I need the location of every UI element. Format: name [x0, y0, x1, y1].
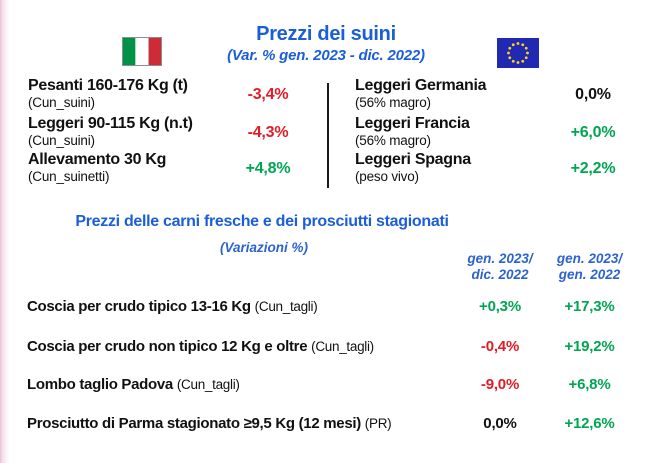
- header-line2: gen. 2022: [558, 267, 621, 282]
- price-label: Leggeri Spagna (peso vivo): [355, 150, 537, 184]
- price-row-germania: Leggeri Germania (56% magro) 0,0%: [355, 76, 649, 113]
- price-name: Pesanti 160-176 Kg (t): [28, 77, 188, 94]
- header-line1: gen. 2023/: [467, 251, 533, 266]
- header-line2: dic. 2022: [471, 267, 529, 282]
- price-variation: -4,3%: [247, 123, 289, 141]
- price-label: Pesanti 160-176 Kg (t) (Cun_suini): [28, 76, 208, 110]
- price-variation: -3,4%: [247, 85, 289, 103]
- product-label: Lombo taglio Padova (Cun_tagli): [27, 375, 440, 394]
- section1-subtitle: (Var. % gen. 2023 - dic. 2022): [227, 47, 425, 64]
- price-name: Leggeri 90-115 Kg (n.t): [28, 115, 193, 132]
- variation-vs-gen22: +12,6%: [564, 415, 615, 432]
- variation-vs-gen22: +19,2%: [564, 338, 615, 355]
- header-line1: gen. 2023/: [556, 251, 623, 266]
- column-header-gen23-dic22: gen. 2023/ dic. 2022: [450, 251, 550, 283]
- product-name: Prosciutto di Parma stagionato ≥9,5 Kg (…: [27, 415, 361, 432]
- column-divider: [327, 83, 329, 188]
- price-source: (Cun_suini): [28, 95, 95, 110]
- price-label: Leggeri Francia (56% magro): [355, 114, 537, 148]
- product-row-coscia-tipico: Coscia per crudo tipico 13-16 Kg (Cun_ta…: [0, 297, 652, 317]
- product-row-coscia-non-tipico: Coscia per crudo non tipico 12 Kg e oltr…: [0, 337, 652, 357]
- variation-vs-dic22: -0,4%: [480, 338, 520, 355]
- product-source: (Cun_tagli): [254, 299, 318, 314]
- price-row-allevamento: Allevamento 30 Kg (Cun_suinetti) +4,8%: [28, 150, 328, 187]
- product-name: Coscia per crudo tipico 13-16 Kg: [27, 298, 251, 315]
- product-source: (PR): [364, 416, 392, 431]
- price-source: (Cun_suini): [28, 133, 95, 148]
- variation-vs-dic22: -9,0%: [480, 376, 520, 393]
- italy-flag-icon: [122, 37, 162, 66]
- price-name: Leggeri Germania: [355, 77, 487, 94]
- price-source: (peso vivo): [355, 169, 419, 184]
- product-row-prosciutto-parma: Prosciutto di Parma stagionato ≥9,5 Kg (…: [0, 414, 652, 434]
- variation-vs-gen22: +17,3%: [564, 298, 615, 315]
- product-label: Prosciutto di Parma stagionato ≥9,5 Kg (…: [27, 414, 440, 433]
- column-header-gen23-gen22: gen. 2023/ gen. 2022: [541, 251, 638, 283]
- section2-title: Prezzi delle carni fresche e dei prosciu…: [75, 213, 449, 230]
- variation-vs-dic22: +0,3%: [479, 298, 521, 315]
- product-source: (Cun_tagli): [176, 377, 240, 392]
- product-label: Coscia per crudo non tipico 12 Kg e oltr…: [27, 337, 440, 356]
- price-row-francia: Leggeri Francia (56% magro) +6,0%: [355, 114, 649, 151]
- price-label: Leggeri Germania (56% magro): [355, 76, 537, 110]
- price-name: Allevamento 30 Kg: [28, 151, 167, 168]
- price-variation: +2,2%: [570, 159, 616, 177]
- price-source: (56% magro): [355, 133, 431, 148]
- price-label: Allevamento 30 Kg (Cun_suinetti): [28, 150, 208, 184]
- product-label: Coscia per crudo tipico 13-16 Kg (Cun_ta…: [27, 297, 440, 316]
- product-name: Coscia per crudo non tipico 12 Kg e oltr…: [27, 338, 308, 355]
- section2-subtitle: (Variazioni %): [219, 240, 308, 255]
- product-source: (Cun_tagli): [311, 339, 374, 354]
- price-name: Leggeri Francia: [355, 115, 470, 132]
- price-label: Leggeri 90-115 Kg (n.t) (Cun_suini): [28, 114, 208, 148]
- price-row-pesanti: Pesanti 160-176 Kg (t) (Cun_suini) -3,4%: [28, 76, 328, 113]
- price-source: (Cun_suinetti): [28, 169, 110, 184]
- variation-vs-gen22: +6,8%: [568, 376, 611, 393]
- price-variation: +4,8%: [245, 159, 291, 177]
- price-row-spagna: Leggeri Spagna (peso vivo) +2,2%: [355, 150, 649, 187]
- price-row-leggeri: Leggeri 90-115 Kg (n.t) (Cun_suini) -4,3…: [28, 114, 328, 151]
- price-variation: 0,0%: [575, 85, 611, 103]
- product-row-lombo: Lombo taglio Padova (Cun_tagli) -9,0% +6…: [0, 375, 652, 395]
- section1-title: Prezzi dei suini: [256, 23, 396, 45]
- left-border-decoration: [0, 0, 10, 463]
- price-source: (56% magro): [355, 95, 431, 110]
- eu-flag-icon: [497, 38, 539, 68]
- variation-vs-dic22: 0,0%: [483, 415, 517, 432]
- price-variation: +6,0%: [570, 123, 616, 141]
- price-name: Leggeri Spagna: [355, 151, 471, 168]
- product-name: Lombo taglio Padova: [27, 376, 173, 393]
